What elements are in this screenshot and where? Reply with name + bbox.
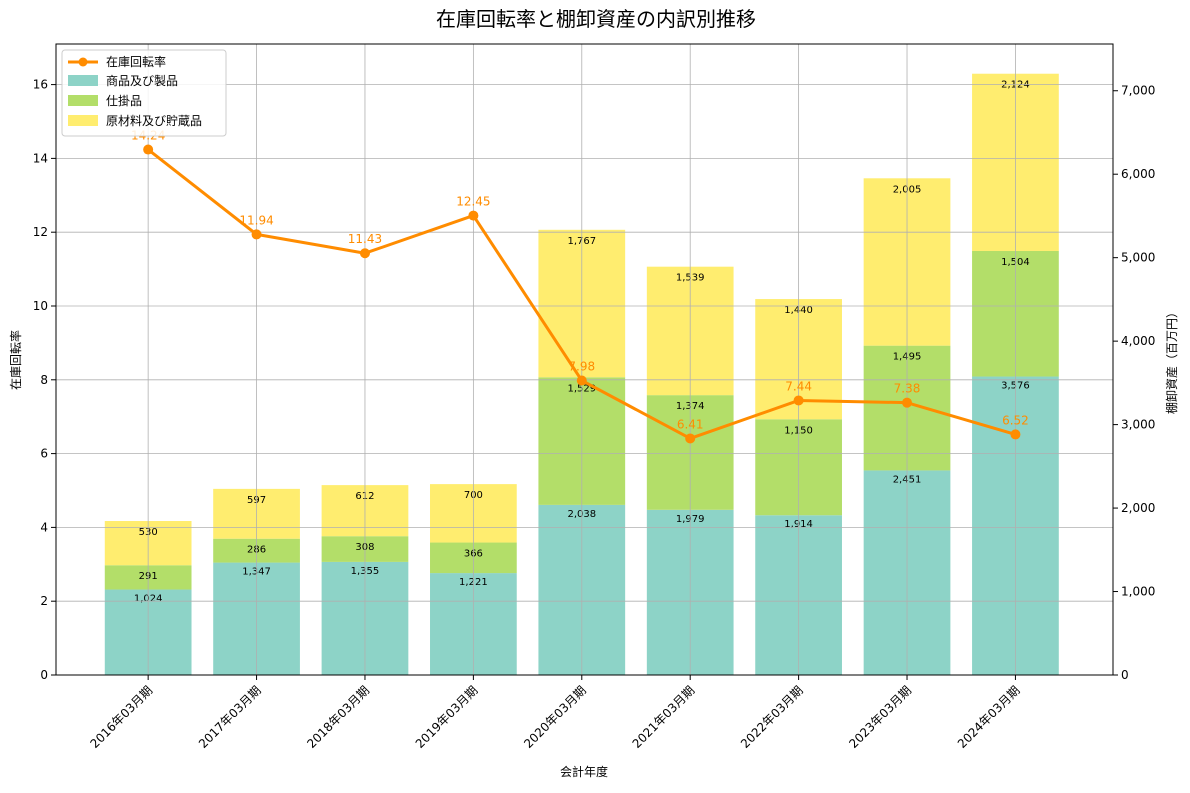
turnover-rate-label: 12.45 — [456, 195, 490, 209]
x-axis-label: 会計年度 — [560, 764, 608, 779]
y-axis-left-label: 在庫回転率 — [8, 330, 23, 390]
legend-swatch — [68, 115, 98, 126]
legend-label: 原材料及び貯蔵品 — [106, 114, 202, 128]
legend-swatch — [68, 75, 98, 86]
turnover-rate-label: 6.41 — [677, 417, 704, 431]
y-axis-right-label: 棚卸資産（百万円） — [1164, 306, 1179, 414]
legend-marker-swatch — [78, 57, 88, 67]
plot-frame — [55, 43, 1114, 676]
turnover-rate-label: 6.52 — [1002, 413, 1029, 427]
legend-label: 在庫回転率 — [106, 54, 166, 69]
turnover-rate-label: 7.38 — [894, 382, 921, 396]
y-right-tick-label: 3,000 — [1121, 418, 1155, 432]
y-left-tick-label: 0 — [40, 668, 48, 682]
y-left-tick-label: 14 — [33, 151, 48, 165]
legend-label: 商品及び製品 — [106, 73, 178, 88]
y-right-tick-label: 5,000 — [1121, 251, 1155, 265]
y-left-tick-label: 4 — [40, 520, 48, 534]
turnover-rate-point — [143, 144, 154, 155]
y-left-tick-label: 6 — [40, 447, 48, 461]
turnover-rate-point — [576, 375, 587, 386]
turnover-rate-point — [1010, 429, 1021, 440]
turnover-rate-point — [468, 210, 479, 221]
turnover-rate-point — [902, 397, 913, 408]
turnover-rate-label: 7.44 — [785, 379, 812, 393]
turnover-rate-label: 11.94 — [239, 213, 273, 227]
y-right-tick-label: 2,000 — [1121, 501, 1155, 515]
turnover-rate-point — [685, 433, 696, 444]
y-right-tick-label: 7,000 — [1121, 84, 1155, 98]
turnover-rate-label: 11.43 — [348, 232, 382, 246]
y-left-tick-label: 12 — [33, 225, 48, 239]
y-left-tick-label: 8 — [40, 373, 48, 387]
y-right-tick-label: 1,000 — [1121, 585, 1155, 599]
turnover-rate-point — [793, 395, 804, 406]
turnover-rate-point — [359, 248, 370, 259]
y-left-tick-label: 2 — [40, 594, 48, 608]
turnover-rate-label: 7.98 — [568, 360, 595, 374]
turnover-rate-point — [251, 229, 262, 240]
legend-box — [61, 49, 227, 137]
y-right-tick-label: 6,000 — [1121, 167, 1155, 181]
y-right-tick-label: 4,000 — [1121, 334, 1155, 348]
legend-label: 仕掛品 — [106, 93, 142, 108]
y-left-tick-label: 10 — [33, 299, 48, 313]
y-left-tick-label: 16 — [33, 78, 48, 92]
legend-swatch — [68, 95, 98, 106]
chart-title: 在庫回転率と棚卸資産の内訳別推移 — [436, 7, 756, 31]
y-right-tick-label: 0 — [1121, 668, 1129, 682]
